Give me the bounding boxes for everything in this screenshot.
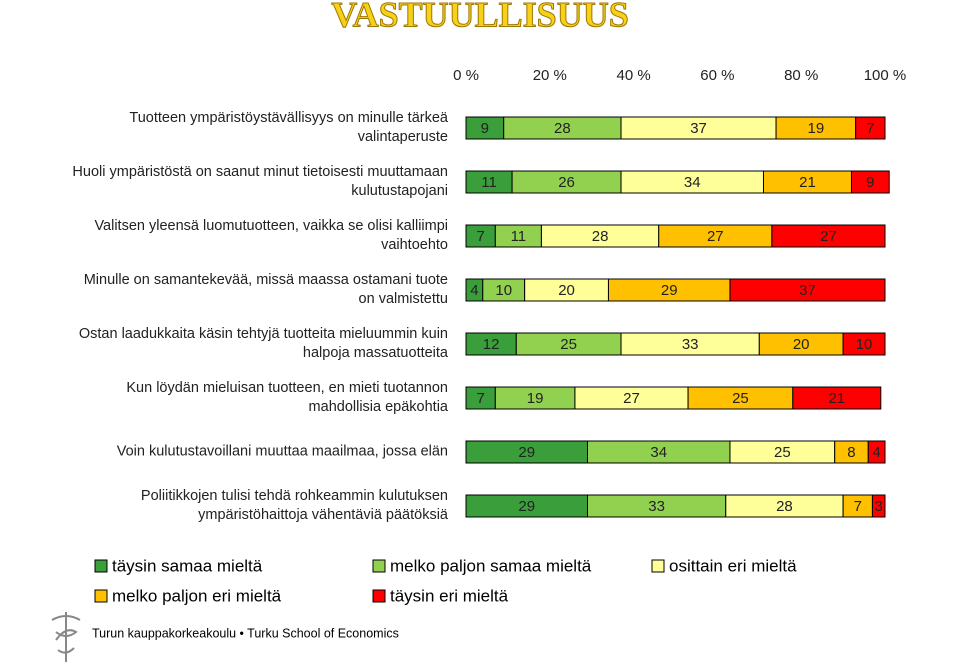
x-tick-label: 60 % — [700, 67, 734, 84]
data-label: 7 — [476, 390, 484, 407]
data-label: 9 — [866, 174, 874, 191]
data-label: 9 — [481, 120, 489, 137]
chart-title: VASTUULLISUUS — [331, 0, 628, 34]
legend-swatch — [372, 559, 386, 573]
category-label: Ostan laadukkaita käsin tehtyjä tuotteit… — [78, 326, 448, 361]
legend-label: täysin samaa mieltä — [112, 556, 263, 575]
legend-swatch — [94, 589, 108, 603]
data-label: 34 — [684, 174, 701, 191]
data-label: 7 — [854, 498, 862, 515]
footer: Turun kauppakorkeakoulu • Turku School o… — [92, 626, 399, 640]
x-tick-label: 100 % — [864, 67, 907, 84]
legend-label: melko paljon samaa mieltä — [390, 556, 592, 575]
data-label: 25 — [732, 390, 749, 407]
legend-swatch — [94, 559, 108, 573]
legend-label: melko paljon eri mieltä — [112, 586, 282, 605]
logo — [51, 612, 81, 662]
data-label: 28 — [776, 498, 793, 515]
data-label: 3 — [875, 498, 883, 515]
data-label: 27 — [707, 228, 724, 245]
data-label: 10 — [856, 336, 873, 353]
category-label: Kun löydän mieluisan tuotteen, en mieti … — [126, 380, 448, 415]
data-label: 21 — [828, 390, 845, 407]
category-label: Poliitikkojen tulisi tehdä rohkeammin ku… — [140, 488, 448, 523]
data-label: 28 — [554, 120, 571, 137]
data-label: 26 — [558, 174, 575, 191]
data-label: 29 — [518, 498, 535, 515]
bar-segment — [842, 332, 886, 356]
x-tick-label: 80 % — [784, 67, 818, 84]
data-label: 29 — [661, 282, 678, 299]
bar-segment — [867, 440, 886, 464]
x-tick-label: 20 % — [533, 67, 567, 84]
category-label: Minulle on samantekevää, missä maassa os… — [83, 272, 448, 307]
legend-swatch — [372, 589, 386, 603]
data-label: 25 — [560, 336, 577, 353]
data-label: 11 — [511, 228, 527, 245]
data-label: 8 — [847, 444, 855, 461]
data-label: 20 — [558, 282, 575, 299]
data-label: 34 — [650, 444, 667, 461]
data-label: 21 — [799, 174, 816, 191]
data-label: 10 — [495, 282, 512, 299]
data-label: 19 — [808, 120, 825, 137]
data-label: 4 — [470, 282, 478, 299]
legend-label: täysin eri mieltä — [390, 586, 509, 605]
data-label: 28 — [592, 228, 609, 245]
data-label: 27 — [820, 228, 837, 245]
bar-segment — [792, 386, 882, 410]
legend-swatch — [651, 559, 665, 573]
data-label: 33 — [682, 336, 699, 353]
category-label: Tuotteen ympäristöystävällisyys on minul… — [129, 110, 448, 145]
data-label: 33 — [648, 498, 665, 515]
data-label: 37 — [690, 120, 707, 137]
x-tick-label: 40 % — [616, 67, 650, 84]
legend-label: osittain eri mieltä — [669, 556, 797, 575]
x-tick-label: 0 % — [453, 67, 479, 84]
bar-segment — [871, 494, 886, 518]
data-label: 37 — [799, 282, 816, 299]
category-label: Valitsen yleensä luomutuotteen, vaikka s… — [94, 218, 448, 253]
data-label: 7 — [476, 228, 484, 245]
bar-segment — [855, 116, 886, 140]
data-label: 12 — [483, 336, 500, 353]
data-label: 11 — [481, 174, 497, 191]
data-label: 7 — [866, 120, 874, 137]
data-label: 4 — [872, 444, 880, 461]
category-label: Voin kulutustavoillani muuttaa maailmaa,… — [116, 443, 448, 460]
bar-segment — [771, 224, 886, 248]
bar-segment — [729, 278, 886, 302]
data-label: 25 — [774, 444, 791, 461]
data-label: 19 — [527, 390, 544, 407]
data-label: 29 — [518, 444, 535, 461]
bar-segment — [850, 170, 890, 194]
data-label: 20 — [793, 336, 810, 353]
data-label: 27 — [623, 390, 640, 407]
category-label: Huoli ympäristöstä on saanut minut tieto… — [72, 164, 448, 199]
